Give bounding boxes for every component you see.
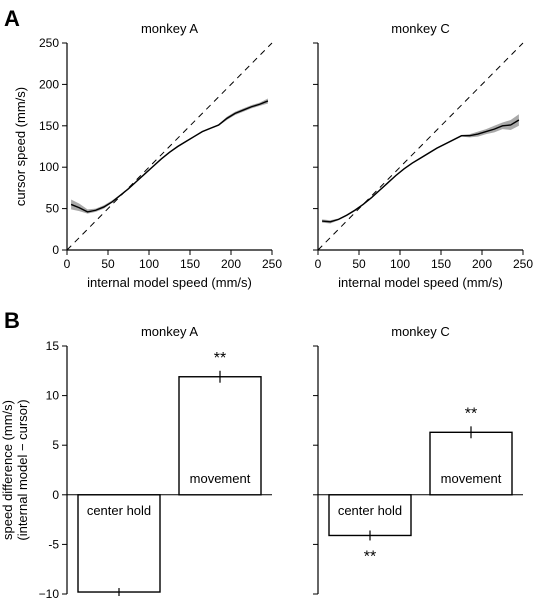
- significance-marker: **: [364, 548, 376, 565]
- chart-title: monkey A: [141, 21, 198, 36]
- bar-center-hold: [77, 494, 161, 593]
- x-tick-label: 150: [431, 257, 451, 271]
- bar-category-label: center hold: [87, 503, 151, 518]
- significance-marker: **: [113, 605, 125, 607]
- bar-category-label: movement: [441, 471, 502, 486]
- series-line: [70, 100, 269, 213]
- x-tick-label: 0: [315, 257, 322, 271]
- y-tick-label: 200: [39, 77, 59, 91]
- panel-letter-b: B: [4, 308, 20, 333]
- y-axis-label-2: (internal model − cursor): [15, 399, 30, 540]
- panel-letter-a: A: [4, 6, 20, 31]
- x-axis-label: internal model speed (mm/s): [87, 275, 252, 290]
- x-tick-label: 0: [64, 257, 71, 271]
- chart-title: monkey C: [391, 21, 450, 36]
- identity-dashed-line: [317, 42, 524, 251]
- chart-2: monkey A −10 -5 0 5 10 15 speed difference (mm/…: [0, 324, 272, 607]
- x-tick-label: 200: [472, 257, 492, 271]
- bar-movement: [429, 431, 513, 496]
- x-tick-label: 100: [390, 257, 410, 271]
- y-axis-label: speed difference (mm/s): [0, 400, 15, 540]
- sem-band: [322, 114, 519, 224]
- y-tick-label: 250: [39, 36, 59, 50]
- bar-category-label: center hold: [338, 503, 402, 518]
- y-tick-label: 50: [46, 202, 60, 216]
- x-tick-label: 250: [513, 257, 533, 271]
- significance-marker: **: [214, 350, 226, 367]
- x-tick-label: 150: [180, 257, 200, 271]
- x-axis-label: internal model speed (mm/s): [338, 275, 503, 290]
- chart-3: monkey C center hold ** movement **: [313, 324, 523, 595]
- y-tick-label: 0: [52, 243, 59, 257]
- chart-0: monkey A 0 50 100 150 200 250 0 50 100 150 200 250 in…: [13, 21, 282, 290]
- chart-1: monkey C 0 50 100 150 200 250 internal model sp…: [313, 21, 533, 290]
- identity-dashed-line: [66, 42, 273, 251]
- x-tick-label: 200: [221, 257, 241, 271]
- chart-title: monkey A: [141, 324, 198, 339]
- y-tick-label: 15: [46, 339, 60, 353]
- y-axis-label: cursor speed (mm/s): [13, 87, 28, 206]
- x-tick-label: 50: [352, 257, 366, 271]
- x-tick-label: 250: [262, 257, 282, 271]
- y-tick-label: −10: [39, 587, 60, 601]
- bar-category-label: movement: [190, 471, 251, 486]
- y-tick-label: 150: [39, 119, 59, 133]
- y-tick-label: 0: [52, 488, 59, 502]
- significance-marker: **: [465, 405, 477, 422]
- sem-band: [71, 98, 268, 214]
- x-tick-label: 50: [101, 257, 115, 271]
- y-tick-label: 10: [46, 389, 60, 403]
- x-tick-label: 100: [139, 257, 159, 271]
- y-tick-label: -5: [48, 537, 59, 551]
- y-tick-label: 100: [39, 160, 59, 174]
- y-tick-label: 5: [52, 438, 59, 452]
- chart-title: monkey C: [391, 324, 450, 339]
- series-line: [322, 119, 520, 223]
